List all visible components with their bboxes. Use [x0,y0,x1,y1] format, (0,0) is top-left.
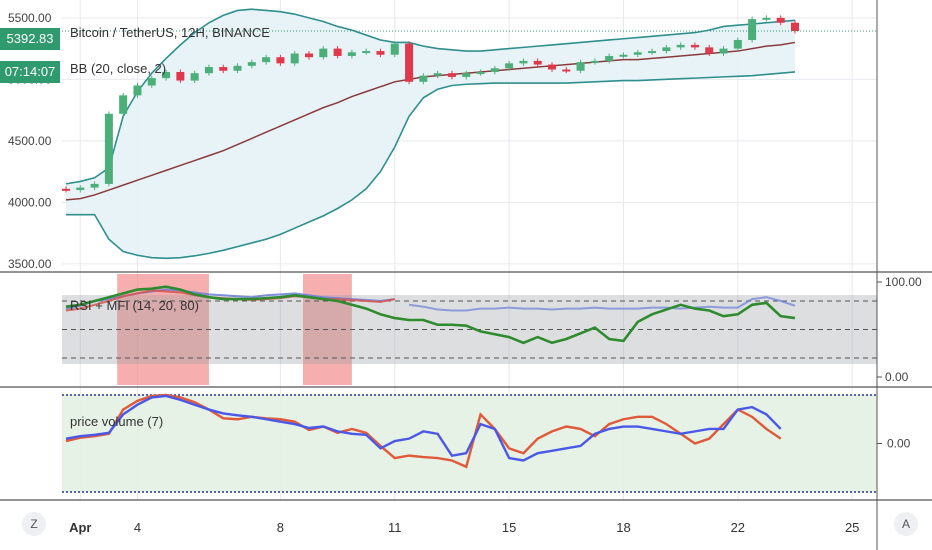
price-volume-pane: 0.00 [62,393,911,493]
candle-body [147,78,156,86]
candle-body [262,57,271,63]
price-tick-label: 4500.00 [8,134,52,148]
candle-body [648,51,657,54]
candle-body [519,60,528,64]
x-tick-label: 8 [277,520,284,535]
countdown-tag: 07:14:07 [0,61,60,83]
candle-body [476,71,485,74]
bb-basis-line [65,41,796,201]
x-tick-label: 4 [134,520,141,535]
candle-body [405,43,414,82]
candle-body [190,73,199,81]
bb-legend: BB (20, close, 2) [70,61,167,76]
bb-upper-line [65,8,796,185]
candle-body [376,51,385,55]
price-tick-label: 3500.00 [8,257,52,271]
pv-series-line [65,393,782,469]
zoom-reset-button[interactable]: Z [22,512,46,536]
x-tick-label: 11 [388,520,402,535]
bb-band-fill [66,9,795,259]
x-tick-label: 18 [616,520,630,535]
candle-body [791,22,799,32]
bb-lower-line [66,71,796,260]
rsi-series-line [408,296,796,312]
candle-body [690,44,699,48]
x-tick-label: Apr [69,520,91,535]
candle-body [633,52,642,55]
candle-body [662,47,671,52]
candle-body [490,68,499,72]
candle-body [605,55,614,61]
price-tick-label: 5500.00 [8,11,52,25]
candle-body [590,60,599,63]
candle-body [748,19,757,40]
candle-body [333,48,342,56]
candle-body [705,47,714,54]
candle-body [462,73,471,77]
candle-body [219,67,228,71]
rsi-tick-label: 0.00 [885,370,909,384]
candle-body [90,183,99,188]
price-tick-label: 4000.00 [8,195,52,209]
candle-body [119,95,128,114]
auto-scale-button[interactable]: A [894,512,918,536]
candle-body [733,39,742,49]
candle-body [419,75,428,82]
candle-body [290,53,299,64]
candle-body [776,17,785,23]
candle-body [562,69,571,72]
candle-body [619,54,628,57]
candle-body [305,53,313,58]
candle-body [390,43,399,55]
candle-body [505,63,514,69]
x-tick-label: 15 [502,520,516,535]
candle-body [247,62,256,66]
candle-body [233,65,242,71]
pv-tick-label: 0.00 [887,437,911,451]
candle-body [447,73,456,77]
rsi-mfi-pane: 100.00 0.00 [62,274,922,385]
candle-body [176,71,185,81]
rsi-tick-label: 100.00 [885,275,922,289]
candle-body [433,73,442,76]
candle-body [76,187,85,191]
candle-body [204,67,213,74]
pv-series-line [65,394,782,462]
rsi-series-line [65,285,796,345]
x-tick-label: 25 [845,520,859,535]
x-tick-label: 22 [731,520,745,535]
candle-body [676,44,685,48]
candle-body [276,57,285,64]
candle-body [762,17,771,20]
candle-body [362,51,371,54]
candle-body [548,64,556,70]
candle-body [104,113,113,184]
rsi-legend: RSI + MFI (14, 20, 80) [70,298,199,313]
pv-legend: price volume (7) [70,414,164,429]
candle-body [319,48,328,58]
candle-body [719,48,728,54]
candle-body [347,52,356,56]
candle-body [62,188,70,191]
candle-body [162,71,171,79]
candle-body [133,85,142,96]
current-price-tag: 5392.83 [0,28,60,50]
chart-title: Bitcoin / TetherUS, 12H, BINANCE [70,25,270,40]
candle-body [576,62,585,71]
candle-body [533,60,542,65]
